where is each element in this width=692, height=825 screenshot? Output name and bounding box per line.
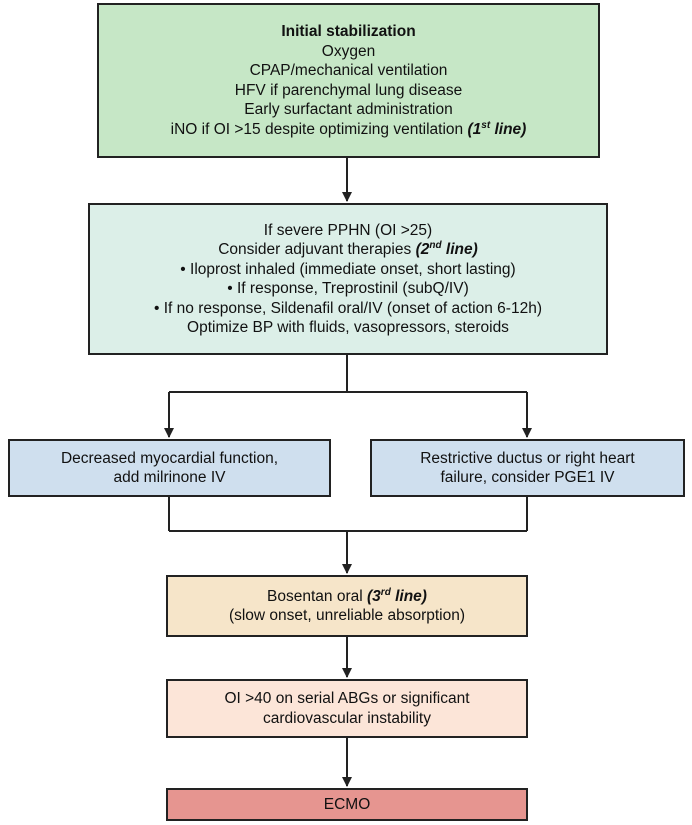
first-line-tag: (1st line) xyxy=(467,119,527,138)
box2-line: • If response, Treprostinil (subQ/IV) xyxy=(227,280,469,297)
severe-pphn-box: If severe PPHN (OI >25) Consider adjuvan… xyxy=(88,203,608,355)
ecmo-label: ECMO xyxy=(323,795,371,813)
box6-line: cardiovascular instability xyxy=(263,709,431,727)
box2-line: Optimize BP with fluids, vasopressors, s… xyxy=(187,319,509,336)
box2-line: Consider adjuvant therapies (2nd line) xyxy=(218,239,478,258)
box2-line: If severe PPHN (OI >25) xyxy=(263,221,433,239)
box4-line: Restrictive ductus or right heart xyxy=(420,449,635,467)
box4-line: failure, consider PGE1 IV xyxy=(440,469,615,486)
initial-stabilization-box: Initial stabilization Oxygen CPAP/mechan… xyxy=(97,3,600,158)
oi-threshold-box: OI >40 on serial ABGs or significant car… xyxy=(166,679,528,738)
box5-line: Bosentan oral (3rd line) xyxy=(267,586,427,605)
ecmo-box: ECMO xyxy=(166,788,528,821)
box1-line: HFV if parenchymal lung disease xyxy=(234,81,463,99)
box3-line: add milrinone IV xyxy=(113,469,226,486)
box3-line: Decreased myocardial function, xyxy=(60,449,279,467)
box2-line: • If no response, Sildenafil oral/IV (on… xyxy=(154,299,542,317)
box1-title: Initial stabilization xyxy=(281,23,416,40)
second-line-tag: (2nd line) xyxy=(415,239,478,258)
box1-line: CPAP/mechanical ventilation xyxy=(249,62,448,79)
restrictive-ductus-box: Restrictive ductus or right heart failur… xyxy=(370,439,685,497)
bosentan-box: Bosentan oral (3rd line) (slow onset, un… xyxy=(166,575,528,637)
box1-last-line: iNO if OI >15 despite optimizing ventila… xyxy=(170,119,527,138)
third-line-tag: (3rd line) xyxy=(367,586,427,605)
box2-line: • Iloprost inhaled (immediate onset, sho… xyxy=(180,260,516,278)
box6-line: OI >40 on serial ABGs or significant xyxy=(224,690,470,707)
box1-line: Oxygen xyxy=(321,42,376,60)
box5-line: (slow onset, unreliable absorption) xyxy=(228,607,466,624)
box1-line: Early surfactant administration xyxy=(244,101,453,118)
myocardial-function-box: Decreased myocardial function, add milri… xyxy=(8,439,331,497)
